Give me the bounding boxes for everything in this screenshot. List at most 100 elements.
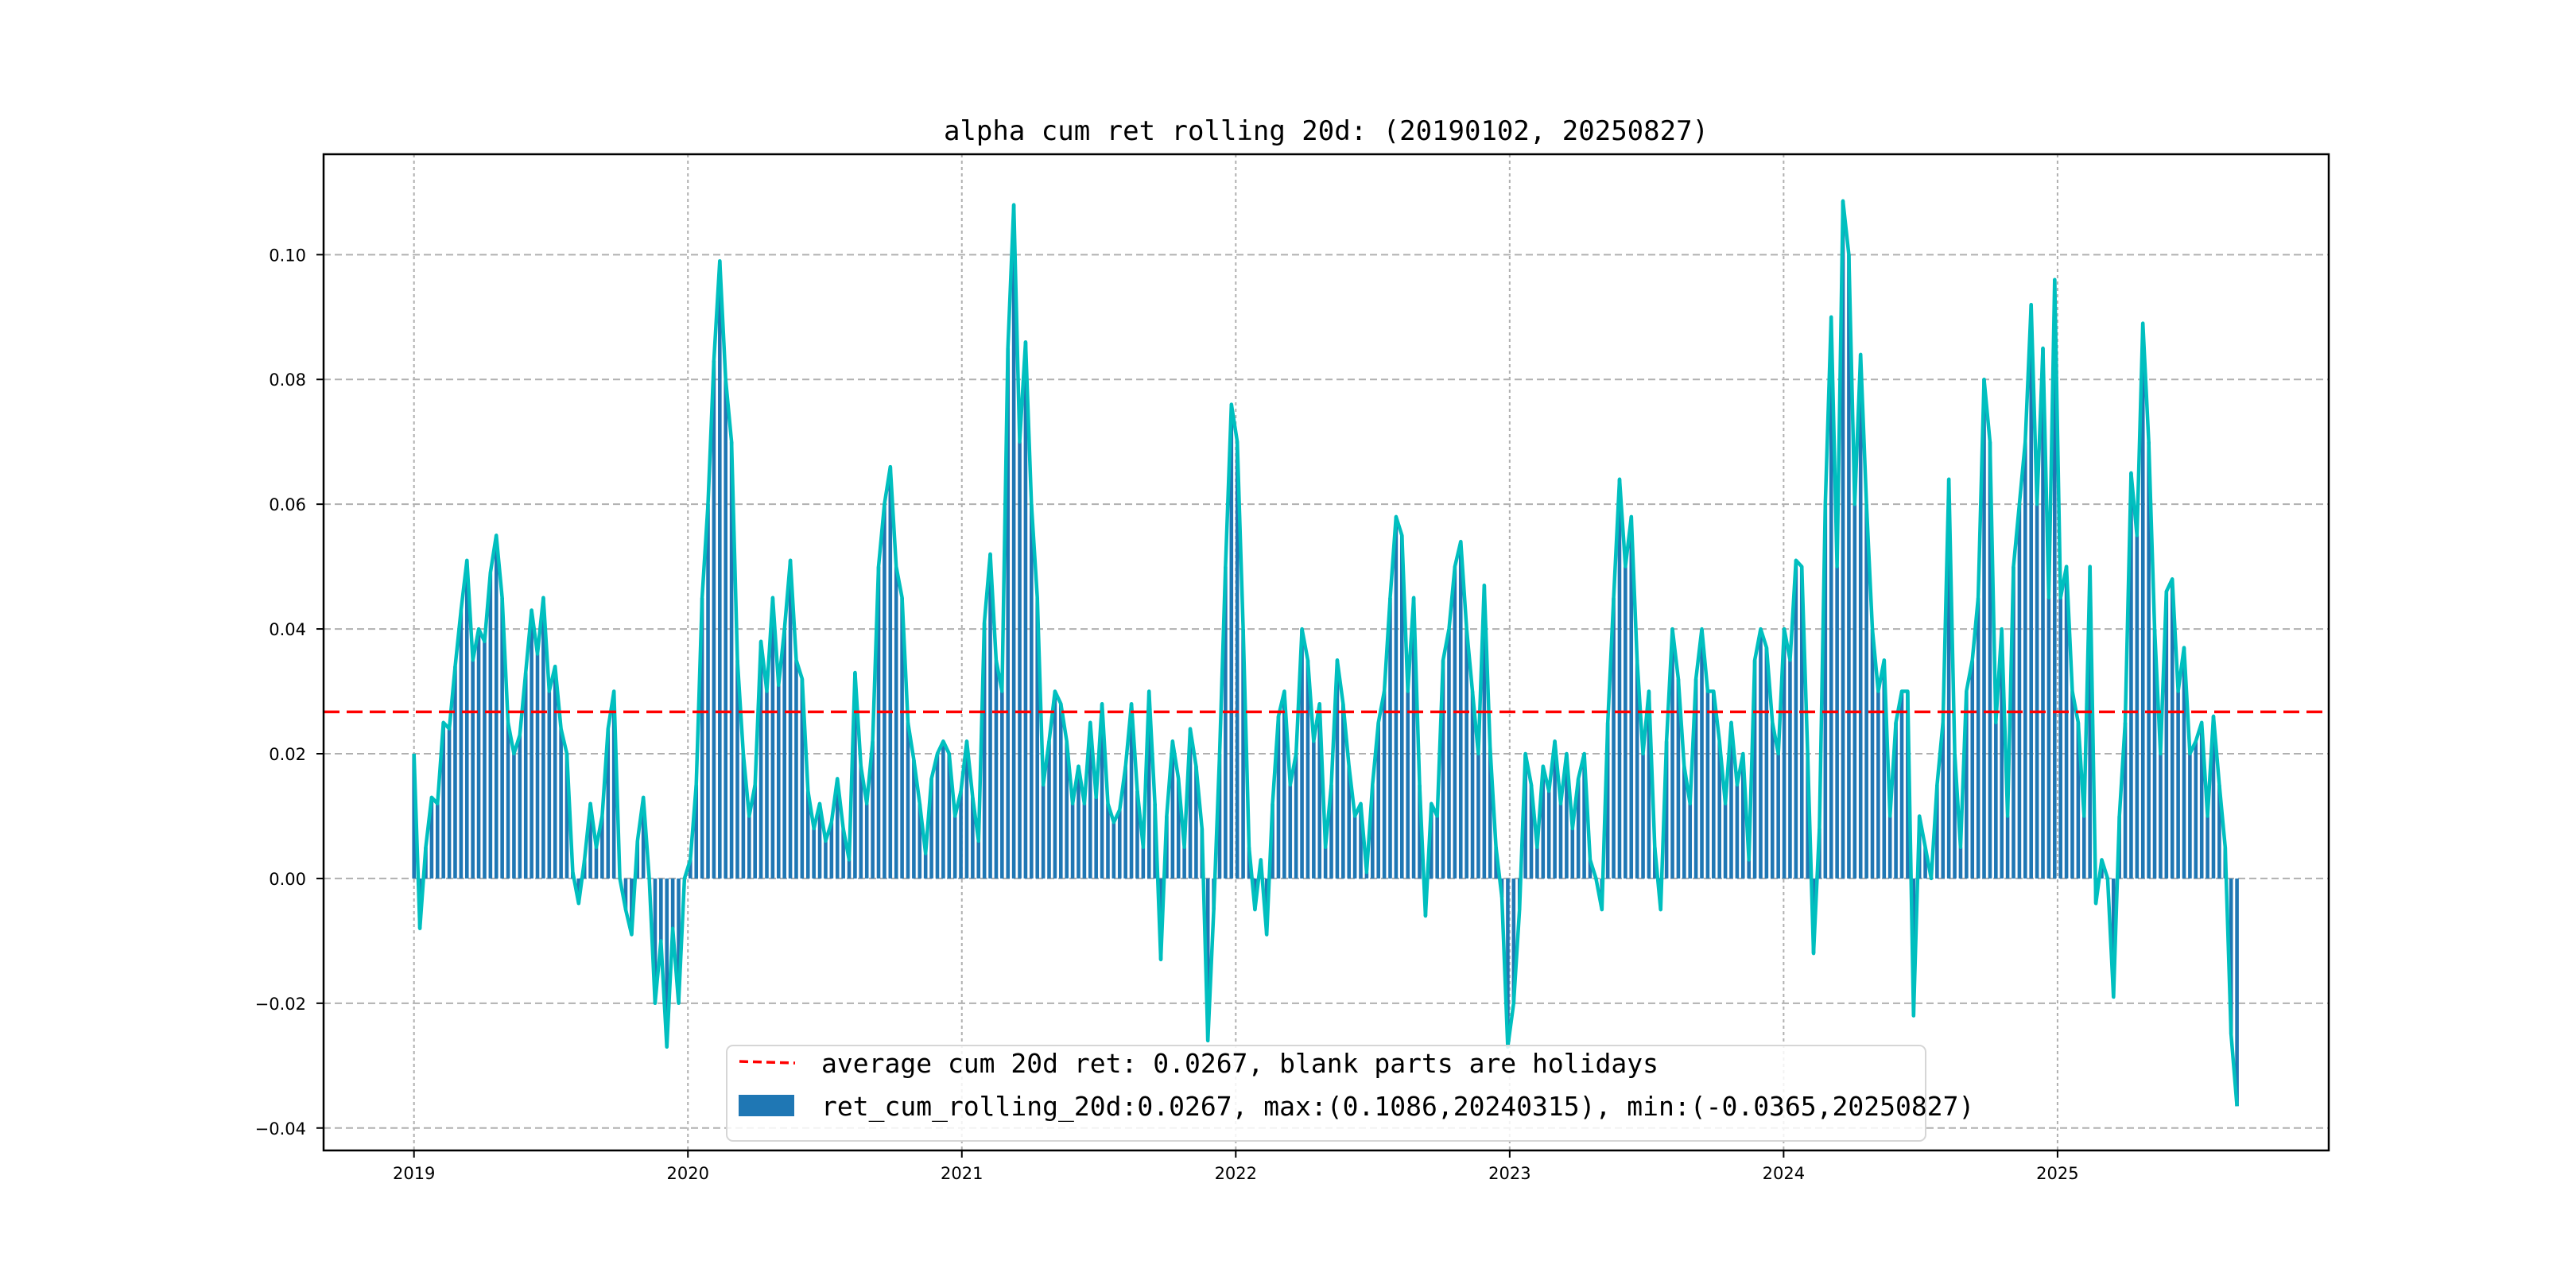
bar bbox=[694, 785, 699, 879]
series-line bbox=[412, 199, 2239, 1107]
bar bbox=[2012, 566, 2015, 879]
bar bbox=[1941, 722, 1946, 879]
bar bbox=[459, 610, 464, 879]
y-axis: 0.10 0.08 0.06 0.04 0.02 0.00 −0.02 −0.04 bbox=[255, 246, 324, 1139]
bar bbox=[2041, 348, 2045, 879]
bar bbox=[1100, 704, 1104, 879]
bar bbox=[1041, 785, 1046, 879]
bar bbox=[1565, 753, 1569, 879]
bar bbox=[483, 641, 487, 879]
bar bbox=[689, 859, 692, 879]
bar bbox=[706, 504, 710, 879]
x-tick-label: 2023 bbox=[1488, 1164, 1530, 1183]
bar bbox=[912, 759, 916, 879]
bar bbox=[2035, 504, 2039, 879]
bar bbox=[1205, 878, 1210, 1041]
bar bbox=[1664, 741, 1669, 879]
bar bbox=[871, 741, 875, 879]
bar bbox=[788, 560, 793, 879]
bar bbox=[1729, 722, 1733, 879]
bar bbox=[1070, 803, 1075, 879]
bar bbox=[935, 753, 940, 879]
legend: average cum 20d ret: 0.0267, blank parts… bbox=[726, 1045, 1974, 1142]
bar bbox=[1470, 691, 1475, 879]
bar bbox=[1488, 747, 1492, 879]
bar bbox=[2235, 878, 2239, 1107]
bar bbox=[488, 572, 493, 879]
bar bbox=[906, 722, 910, 879]
bar bbox=[1923, 847, 1927, 879]
chart-title: alpha cum ret rolling 20d: (20190102, 20… bbox=[944, 115, 1709, 147]
bar bbox=[1988, 441, 1992, 879]
bar bbox=[1829, 316, 1833, 879]
bar bbox=[929, 778, 933, 879]
bar bbox=[1453, 566, 1457, 879]
bar bbox=[1529, 785, 1534, 879]
bar bbox=[1447, 629, 1451, 879]
bar bbox=[559, 728, 563, 879]
bar bbox=[1788, 660, 1792, 879]
y-tick-label: 0.08 bbox=[269, 370, 306, 390]
bar bbox=[1229, 404, 1234, 879]
bar bbox=[1317, 704, 1322, 879]
bar bbox=[1735, 785, 1740, 879]
bar bbox=[2005, 816, 2010, 879]
bar bbox=[2064, 566, 2069, 879]
bar bbox=[1117, 809, 1122, 879]
bar bbox=[841, 828, 845, 879]
bar bbox=[659, 878, 663, 941]
y-tick-label: 0.02 bbox=[269, 745, 306, 764]
bar bbox=[1823, 504, 1828, 879]
bar bbox=[2081, 816, 2086, 879]
bar bbox=[2206, 816, 2209, 879]
bar bbox=[412, 753, 416, 879]
bar bbox=[1000, 691, 1004, 879]
bar bbox=[623, 878, 628, 910]
bar bbox=[1065, 741, 1069, 879]
bar bbox=[2147, 441, 2151, 879]
bar bbox=[1217, 753, 1222, 879]
legend-box bbox=[726, 1045, 1926, 1142]
bar bbox=[1806, 753, 1810, 879]
bar bbox=[441, 722, 445, 879]
bar bbox=[1629, 516, 1634, 879]
bar bbox=[530, 610, 533, 879]
bar bbox=[606, 728, 611, 879]
bar bbox=[1876, 691, 1880, 879]
bar bbox=[553, 666, 557, 879]
bar bbox=[588, 803, 592, 879]
bar bbox=[1523, 753, 1527, 879]
bar bbox=[1617, 479, 1622, 879]
bar bbox=[971, 797, 975, 879]
bar bbox=[1359, 803, 1363, 879]
bar bbox=[1135, 791, 1139, 879]
bar bbox=[1705, 691, 1710, 879]
bar bbox=[941, 741, 945, 879]
bar bbox=[1494, 847, 1498, 879]
bar bbox=[1546, 791, 1551, 879]
bar bbox=[1347, 766, 1352, 879]
bar bbox=[741, 753, 746, 879]
bar bbox=[1146, 691, 1151, 879]
y-tick-label: 0.00 bbox=[269, 870, 306, 889]
x-tick-label: 2025 bbox=[2036, 1164, 2078, 1183]
bar bbox=[1335, 660, 1340, 879]
bar bbox=[1194, 766, 1198, 879]
bar bbox=[1376, 722, 1380, 879]
bar bbox=[1176, 778, 1181, 879]
y-tick-label: 0.06 bbox=[269, 495, 306, 514]
bar bbox=[1887, 816, 1892, 879]
bar bbox=[1670, 629, 1674, 879]
bar bbox=[1776, 753, 1780, 879]
bar bbox=[735, 660, 739, 879]
bar bbox=[1435, 816, 1439, 879]
bar bbox=[1693, 678, 1698, 879]
bar bbox=[670, 878, 675, 929]
bar bbox=[1329, 785, 1333, 879]
bar bbox=[1841, 200, 1845, 879]
bar bbox=[1558, 803, 1563, 879]
bar bbox=[753, 785, 757, 879]
bar bbox=[1752, 660, 1757, 879]
bar bbox=[547, 691, 552, 879]
bars bbox=[412, 200, 2239, 1107]
